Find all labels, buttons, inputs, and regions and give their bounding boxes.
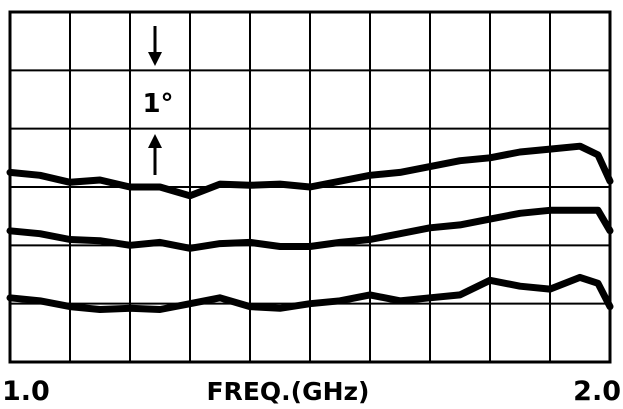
plot-frame: [8, 10, 612, 364]
scale-arrow-down-head: [148, 52, 162, 66]
x-tick-label-start: 1.0: [2, 376, 50, 407]
series-line-3: [6, 273, 614, 313]
x-tick-label-end: 2.0: [573, 376, 621, 407]
x-axis-label: FREQ.(GHz): [206, 377, 369, 406]
series-line-1: [6, 142, 614, 200]
series-line-2: [6, 206, 614, 252]
scale-label: 1°: [142, 89, 173, 119]
scale-arrow-up-head: [148, 134, 162, 148]
scale-marker: 1°: [142, 26, 174, 175]
series-layer: [6, 142, 614, 313]
